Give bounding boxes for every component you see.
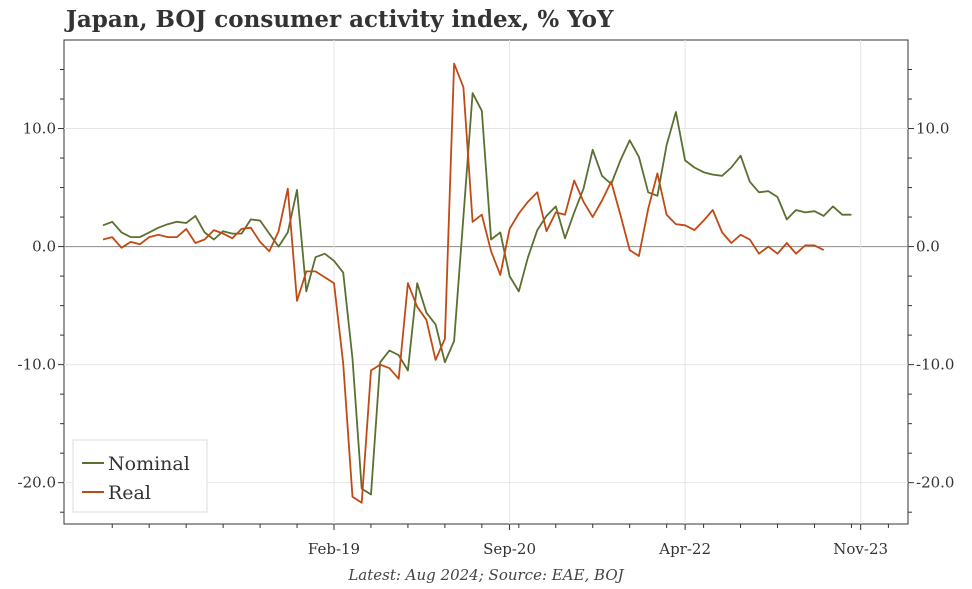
legend-label-real: Real	[108, 482, 151, 504]
y-tick-label-right: -10.0	[916, 356, 954, 374]
legend-box	[72, 439, 208, 513]
y-tick-label-left: -20.0	[18, 474, 56, 492]
y-tick-label-left: 0.0	[32, 238, 56, 256]
y-tick-label-left: 10.0	[23, 120, 56, 138]
series-layer	[102, 62, 852, 504]
x-tick-label: Feb-19	[308, 540, 360, 558]
legend: Nominal Real	[72, 439, 208, 513]
chart-title: Japan, BOJ consumer activity index, % Yo…	[66, 6, 614, 33]
y-tick-label-right: 0.0	[916, 238, 940, 256]
y-tick-label-right: 10.0	[916, 120, 949, 138]
x-tick-label: Nov-23	[833, 540, 888, 558]
x-tick-label: Sep-20	[483, 540, 536, 558]
plot-area	[63, 39, 909, 525]
series-line-real	[102, 62, 825, 504]
legend-label-nominal: Nominal	[108, 453, 190, 475]
y-tick-label-left: -10.0	[18, 356, 56, 374]
series-line-nominal	[102, 92, 852, 496]
axis-ticks: -20.0 -20.0 -10.0 -10.0 0.0 0.0 10.0 10.0 Feb-19…	[18, 69, 954, 558]
y-tick-label-right: -20.0	[916, 474, 954, 492]
x-tick-label: Apr-22	[658, 540, 711, 558]
source-caption: Latest: Aug 2024; Source: EAE, BOJ	[348, 566, 624, 584]
